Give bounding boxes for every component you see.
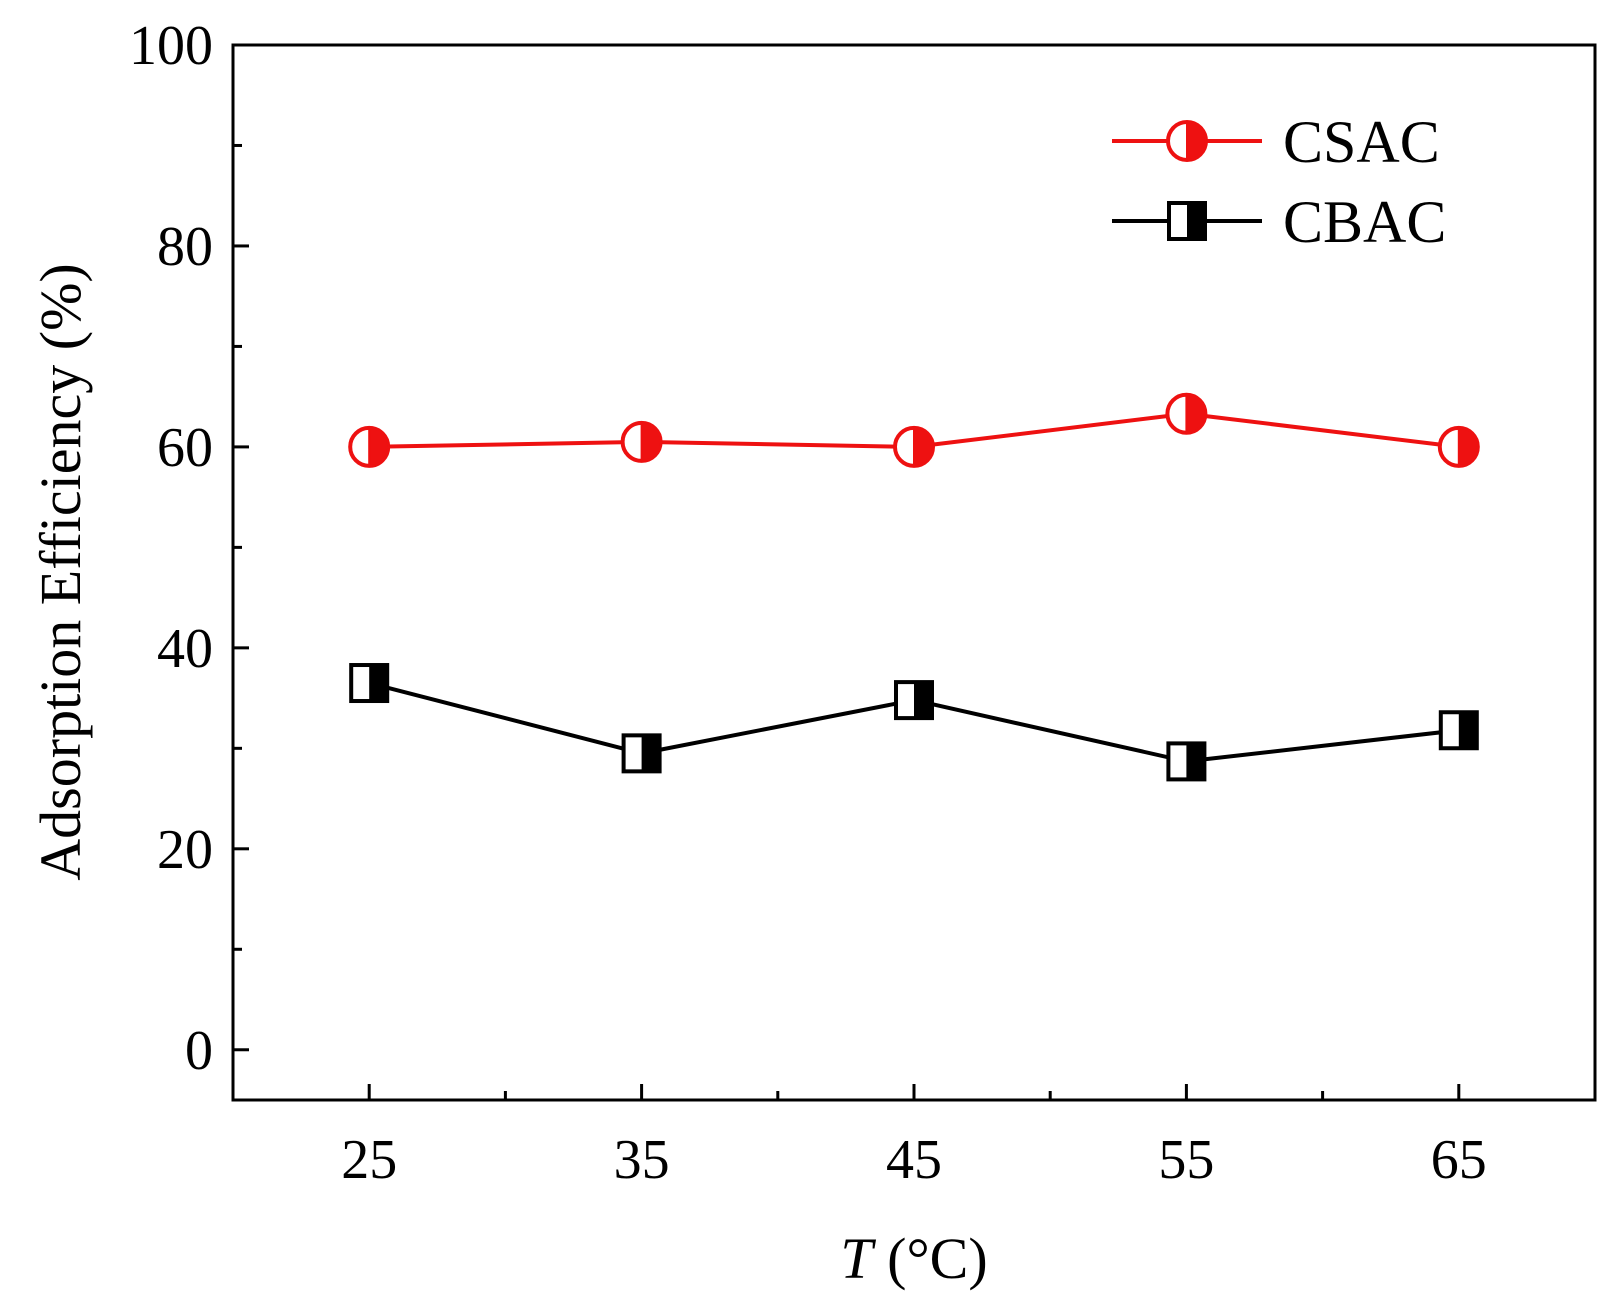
data-point-csac xyxy=(1437,425,1480,468)
y-tick-label: 40 xyxy=(157,618,213,680)
x-tick-label: 65 xyxy=(1431,1129,1487,1191)
data-point-csac xyxy=(1165,392,1208,435)
marker-fill xyxy=(641,735,660,772)
x-axis-title-unit: (°C) xyxy=(873,1226,988,1291)
x-tick-label: 35 xyxy=(614,1129,670,1191)
marker-fill xyxy=(369,665,388,702)
data-point-cbac xyxy=(621,733,662,774)
series-csac xyxy=(348,392,1480,468)
legend-marker xyxy=(1166,120,1208,162)
legend-label: CSAC xyxy=(1283,109,1440,175)
data-point-csac xyxy=(893,425,935,468)
data-point-csac xyxy=(620,420,663,463)
legend: CSAC CBAC xyxy=(1112,109,1446,255)
y-tick-label: 100 xyxy=(129,15,213,77)
y-tick-label: 60 xyxy=(157,417,213,479)
legend-item-csac: CSAC xyxy=(1112,109,1440,175)
data-point-cbac xyxy=(349,663,390,704)
marker-fill xyxy=(1186,120,1207,162)
x-axis-title: T (°C) xyxy=(840,1226,987,1291)
series-layer xyxy=(348,392,1480,782)
marker-fill xyxy=(1187,203,1205,239)
series-cbac xyxy=(349,663,1479,782)
legend-label: CBAC xyxy=(1283,189,1446,255)
marker-fill xyxy=(1457,426,1479,467)
marker-fill xyxy=(913,426,934,467)
marker-fill xyxy=(1186,743,1205,780)
marker-fill xyxy=(1458,712,1477,749)
y-axis-title: Adsorption Efficiency (%) xyxy=(28,263,93,880)
marker-fill xyxy=(1185,393,1207,434)
legend-marker xyxy=(1167,201,1207,241)
y-tick-label: 0 xyxy=(185,1020,213,1082)
marker-fill xyxy=(368,426,390,467)
x-axis: 25 35 45 55 65 xyxy=(341,1084,1487,1191)
data-point-cbac xyxy=(1438,710,1479,751)
x-tick-label: 45 xyxy=(886,1129,942,1191)
data-point-csac xyxy=(348,425,391,468)
legend-item-cbac: CBAC xyxy=(1112,189,1446,255)
marker-fill xyxy=(914,682,932,719)
x-axis-title-symbol: T xyxy=(840,1226,876,1291)
data-point-cbac xyxy=(1166,741,1207,782)
x-tick-label: 55 xyxy=(1158,1129,1214,1191)
y-tick-label: 20 xyxy=(157,819,213,881)
y-tick-label: 80 xyxy=(157,216,213,278)
y-axis: 0 20 40 60 80 100 xyxy=(129,15,249,1082)
x-tick-label: 25 xyxy=(341,1129,397,1191)
data-point-cbac xyxy=(894,680,934,721)
marker-fill xyxy=(640,421,662,462)
